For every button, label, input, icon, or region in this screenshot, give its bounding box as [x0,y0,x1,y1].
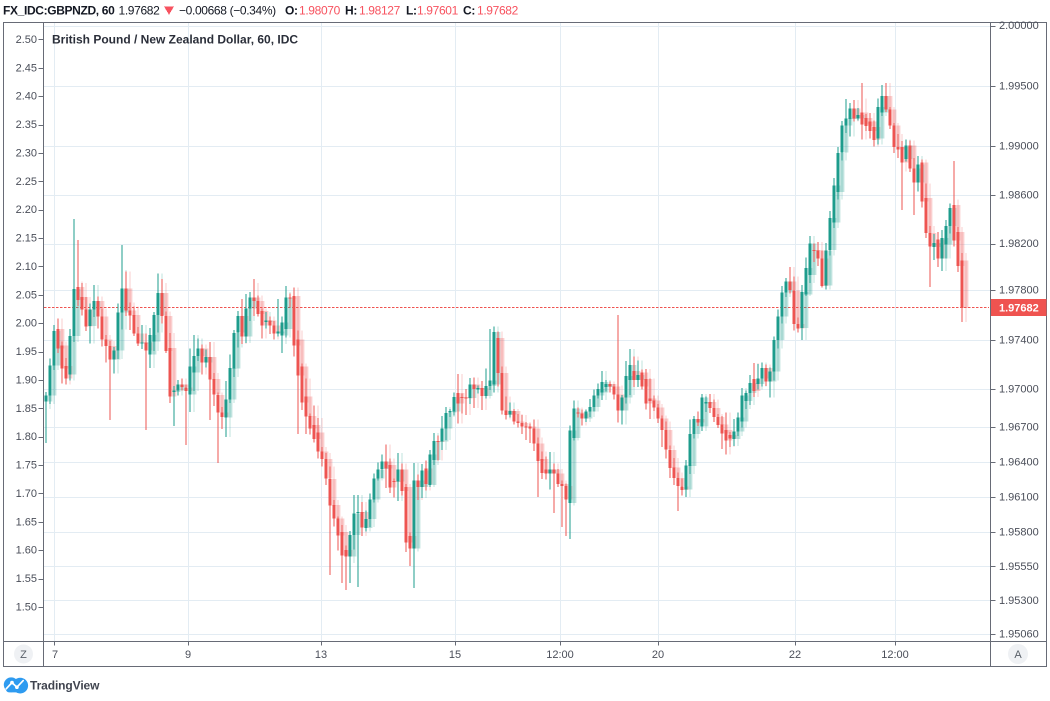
svg-text:1.97400: 1.97400 [999,335,1039,347]
svg-text:2.25: 2.25 [16,176,37,188]
svg-text:TradingView: TradingView [30,679,100,693]
svg-text:2.50: 2.50 [16,34,37,46]
svg-text:1.97682: 1.97682 [119,4,161,18]
svg-text:1.95: 1.95 [16,346,37,358]
svg-text:H:: H: [345,4,357,18]
svg-text:1.97000: 1.97000 [999,384,1039,396]
svg-text:2.10: 2.10 [16,261,37,273]
svg-text:British Pound / New Zealand Do: British Pound / New Zealand Dollar, 60, … [52,33,298,47]
svg-text:1.55: 1.55 [16,573,37,585]
svg-text:1.60: 1.60 [16,545,37,557]
svg-text:20: 20 [652,649,664,661]
svg-text:1.97601: 1.97601 [417,4,459,18]
svg-text:O:: O: [285,4,298,18]
svg-text:Z: Z [20,649,27,661]
svg-text:9: 9 [185,649,191,661]
svg-text:1.95060: 1.95060 [999,629,1039,641]
svg-text:1.65: 1.65 [16,516,37,528]
svg-text:2.45: 2.45 [16,62,37,74]
svg-text:12:00: 12:00 [546,649,574,661]
svg-text:1.98600: 1.98600 [999,190,1039,202]
svg-text:7: 7 [52,649,58,661]
svg-text:1.97682: 1.97682 [477,4,519,18]
svg-text:22: 22 [789,649,801,661]
svg-text:1.96700: 1.96700 [999,422,1039,434]
svg-text:1.75: 1.75 [16,460,37,472]
svg-text:13: 13 [315,649,327,661]
svg-text:1.85: 1.85 [16,403,37,415]
svg-text:2.00: 2.00 [16,318,37,330]
svg-text:L:: L: [406,4,417,18]
svg-text:1.97800: 1.97800 [999,285,1039,297]
svg-text:1.96400: 1.96400 [999,457,1039,469]
svg-text:1.98070: 1.98070 [299,4,341,18]
svg-text:2.00000: 2.00000 [999,20,1039,32]
svg-text:2.35: 2.35 [16,119,37,131]
svg-text:2.20: 2.20 [16,204,37,216]
svg-text:1.95550: 1.95550 [999,561,1039,573]
svg-text:1.95300: 1.95300 [999,595,1039,607]
svg-text:1.96100: 1.96100 [999,492,1039,504]
svg-text:1.98127: 1.98127 [359,4,401,18]
svg-text:1.97682: 1.97682 [999,303,1039,315]
svg-text:2.40: 2.40 [16,91,37,103]
svg-text:1.98200: 1.98200 [999,238,1039,250]
svg-text:1.80: 1.80 [16,431,37,443]
svg-text:1.70: 1.70 [16,488,37,500]
svg-text:1.99500: 1.99500 [999,81,1039,93]
svg-text:A: A [1014,649,1022,661]
svg-text:15: 15 [449,649,461,661]
svg-text:−0.00668 (−0.34%): −0.00668 (−0.34%) [179,4,276,18]
svg-text:1.90: 1.90 [16,375,37,387]
svg-text:1.99000: 1.99000 [999,141,1039,153]
svg-text:1.50: 1.50 [16,602,37,614]
svg-text:2.15: 2.15 [16,233,37,245]
svg-text:C:: C: [463,4,475,18]
svg-text:2.30: 2.30 [16,147,37,159]
svg-text:1.95800: 1.95800 [999,527,1039,539]
svg-text:12:00: 12:00 [881,649,909,661]
svg-text:2.05: 2.05 [16,289,37,301]
svg-text:FX_IDC:GBPNZD, 60: FX_IDC:GBPNZD, 60 [3,4,115,18]
